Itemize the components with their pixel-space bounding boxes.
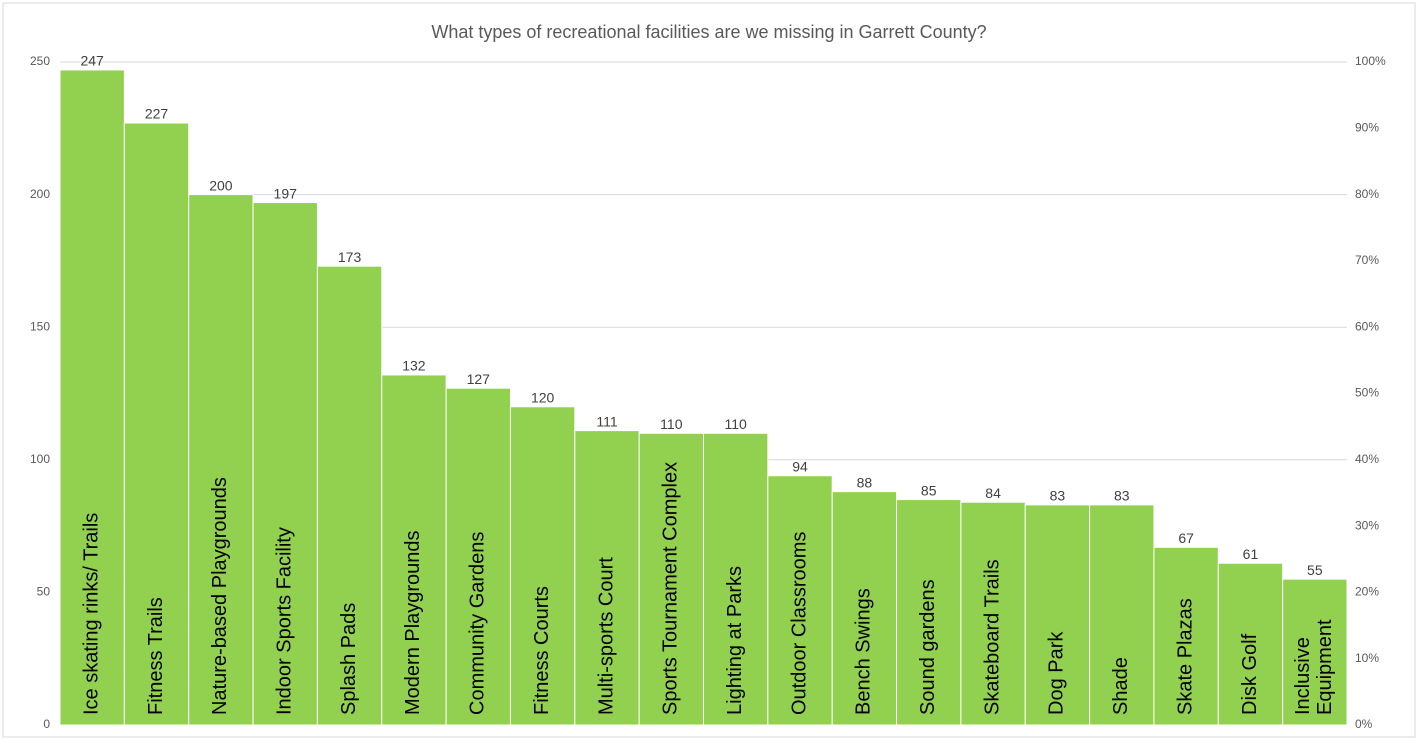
y2-tick-label: 30% (1355, 518, 1379, 532)
category-label-line: Inclusive (1292, 632, 1314, 715)
bar (123, 122, 190, 726)
data-label: 132 (402, 358, 426, 374)
data-label: 61 (1243, 546, 1259, 562)
bar (1024, 504, 1091, 726)
data-label: 67 (1178, 530, 1194, 546)
data-label: 111 (596, 413, 617, 429)
y2-tick-label: 50% (1355, 386, 1379, 400)
bar (509, 406, 576, 726)
data-label: 200 (209, 177, 233, 193)
data-label: 55 (1307, 562, 1323, 578)
category-label: Disk Golf (1239, 633, 1261, 715)
data-label: 110 (725, 416, 748, 432)
category-label: Community Gardens (467, 532, 489, 715)
category-label: Skateboard Trails (981, 559, 1003, 715)
data-label: 127 (467, 371, 491, 387)
category-label: Outdoor Classrooms (788, 532, 810, 715)
category-label-line: Equipment (1314, 619, 1336, 715)
data-label: 84 (985, 485, 1001, 501)
y2-tick-label: 60% (1355, 319, 1379, 333)
category-label: Ice skating rinks/ Trails (80, 513, 102, 715)
data-label: 85 (921, 482, 937, 498)
category-label: Nature-based Playgrounds (209, 477, 231, 715)
category-label: Skate Plazas (1174, 598, 1196, 715)
bar (767, 475, 833, 726)
bar (445, 387, 511, 726)
y2-tick-label: 70% (1355, 253, 1379, 267)
y-tick-label: 50 (37, 585, 51, 599)
data-label: 94 (792, 458, 808, 474)
bar (1282, 578, 1348, 726)
y-tick-label: 150 (30, 319, 50, 333)
bar (831, 491, 898, 726)
category-label: Multi-sports Court (595, 557, 617, 715)
category-label: Dog Park (1046, 631, 1068, 715)
category-label: Splash Pads (338, 603, 360, 715)
y-tick-label: 200 (30, 187, 50, 201)
category-label: Shade (1110, 657, 1132, 715)
category-label: Bench Swings (853, 588, 875, 715)
category-label: Modern Playgrounds (402, 530, 424, 715)
category-label: Sports Tournament Complex (660, 462, 682, 715)
y-tick-label: 250 (30, 54, 50, 68)
category-label: Sound gardens (917, 579, 939, 715)
data-label: 110 (660, 416, 683, 432)
category-label: Lighting at Parks (724, 566, 746, 715)
y2-tick-label: 20% (1355, 585, 1379, 599)
bar (316, 265, 383, 726)
y-tick-label: 100 (30, 452, 50, 466)
category-label: Fitness Trails (145, 597, 167, 715)
bar (703, 432, 769, 726)
category-label: Indoor Sports Facility (274, 527, 296, 715)
y2-tick-label: 10% (1355, 651, 1379, 665)
bar (188, 194, 254, 726)
data-label: 173 (338, 249, 362, 265)
y-tick-label: 0 (43, 717, 50, 731)
data-label: 83 (1050, 488, 1066, 504)
data-label: 227 (145, 106, 169, 122)
data-label: 120 (531, 389, 555, 405)
category-label: Fitness Courts (531, 586, 553, 715)
data-label: 197 (274, 185, 298, 201)
data-label: 83 (1114, 488, 1130, 504)
y2-tick-label: 100% (1355, 54, 1386, 68)
bar (1089, 504, 1155, 726)
y2-tick-label: 80% (1355, 187, 1379, 201)
y2-tick-label: 40% (1355, 452, 1379, 466)
y2-tick-label: 90% (1355, 120, 1379, 134)
bar (638, 432, 705, 726)
bar (252, 202, 318, 726)
bar (381, 374, 447, 726)
data-label: 247 (80, 53, 104, 69)
y2-tick-label: 0% (1355, 717, 1373, 731)
chart-title: What types of recreational facilities ar… (431, 22, 986, 42)
category-label: Inclusive Equipment (1292, 619, 1336, 715)
bar (574, 430, 640, 726)
data-label: 88 (857, 474, 873, 490)
